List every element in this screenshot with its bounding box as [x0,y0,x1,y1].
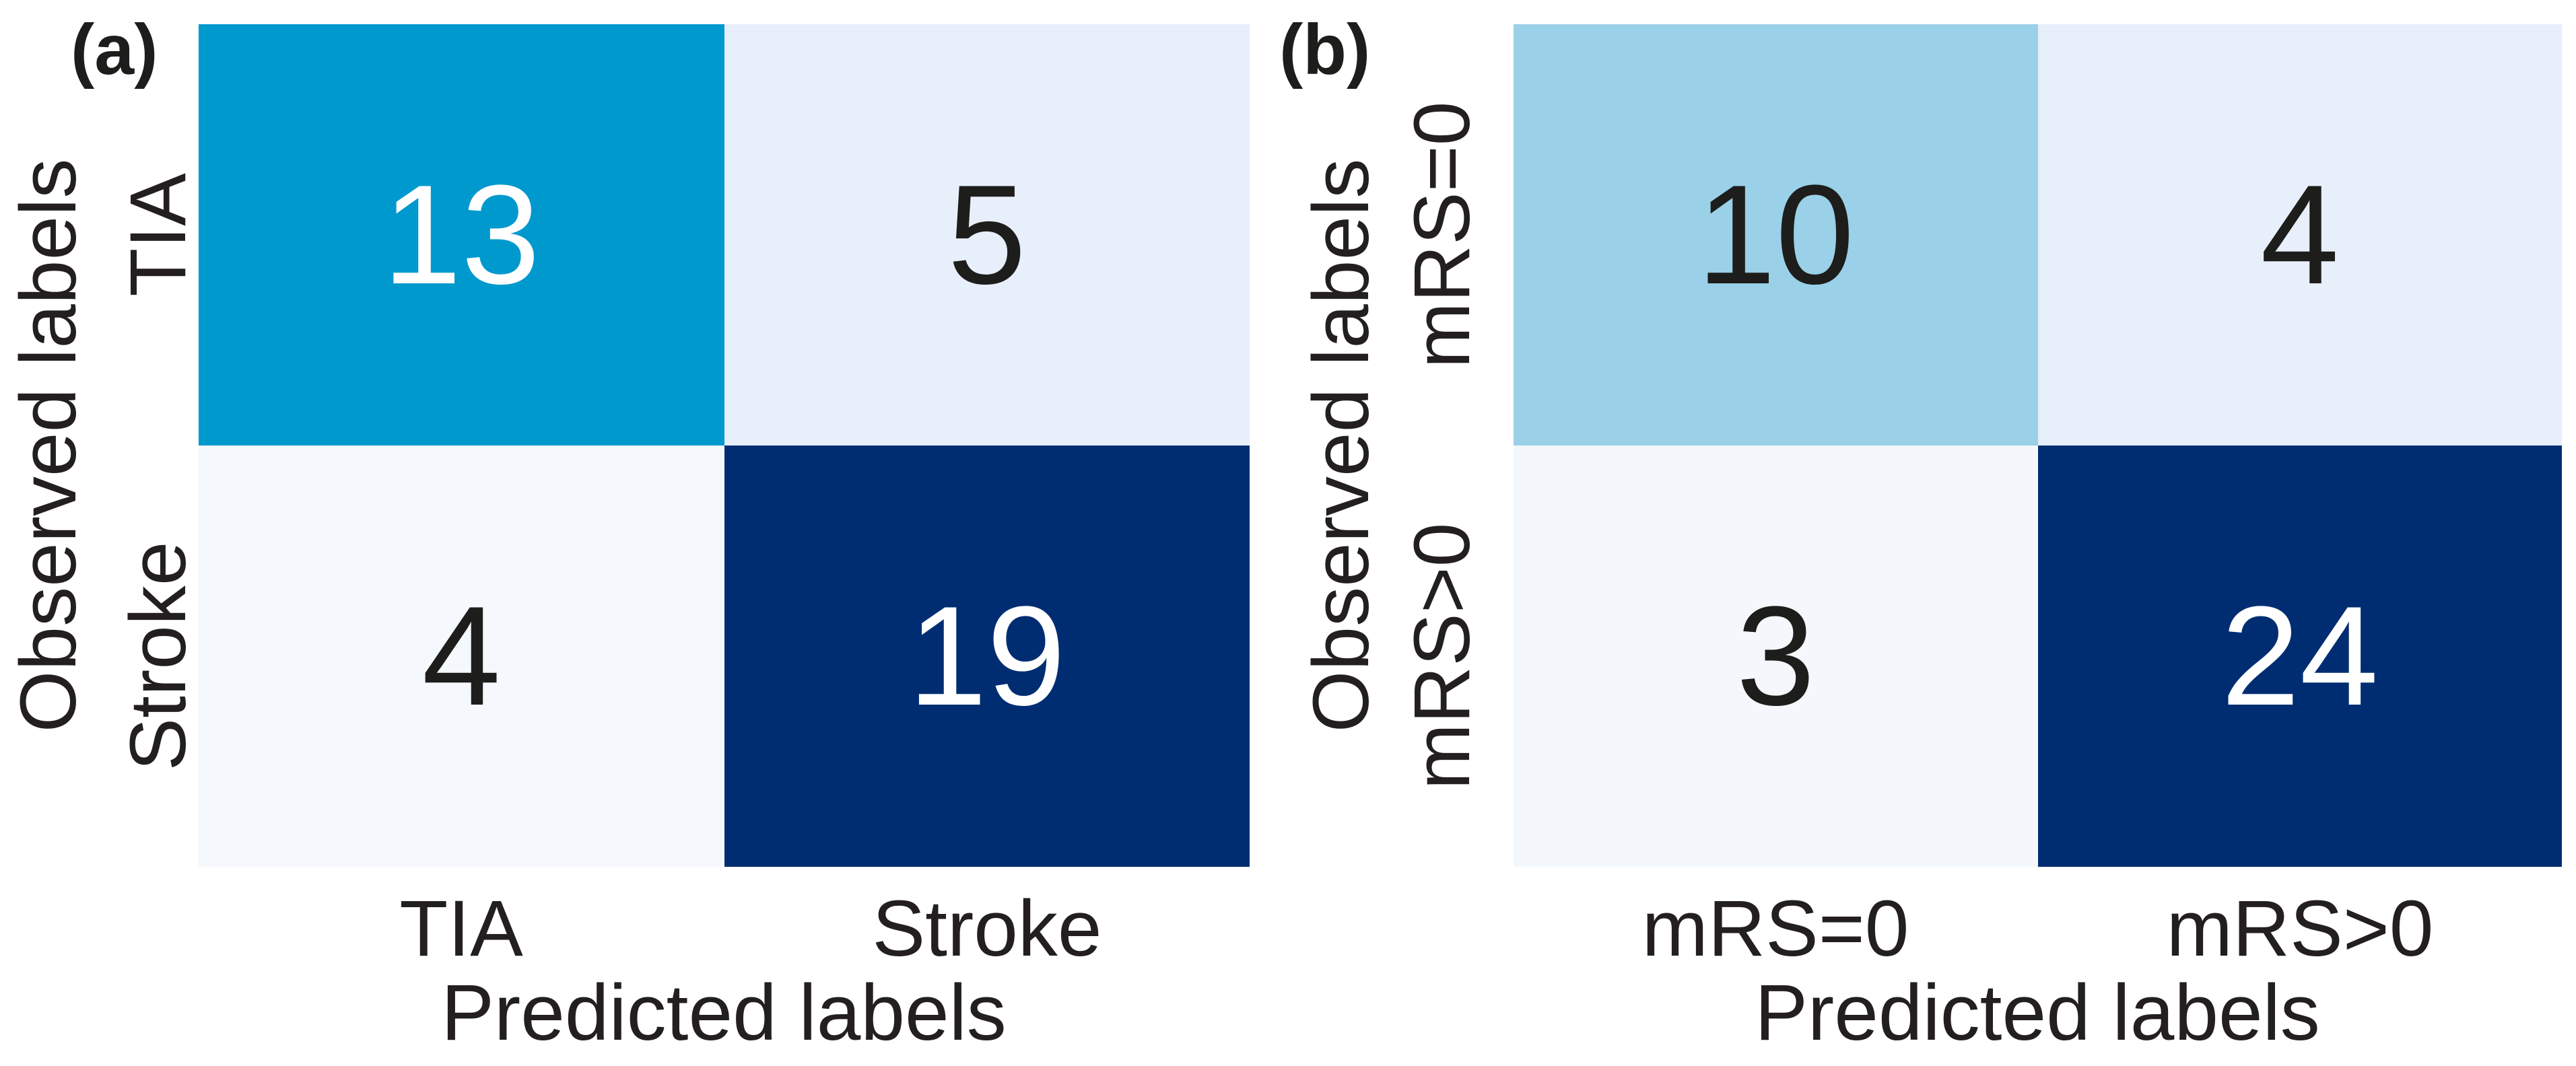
panel-a-x-axis-label: Predicted labels [441,968,1007,1057]
matrix-a-cell-r1c0: 4 [199,446,724,867]
panel-b-x-axis-label: Predicted labels [1755,968,2320,1057]
panel-b-y-tick-row0: mRS=0 [1398,101,1487,369]
panel-a-y-tick-row1: Stroke [114,541,203,771]
panel-a-label: (a) [71,10,158,90]
panel-a-x-tick-col0: TIA [399,884,523,973]
panel-b-y-tick-row1: mRS>0 [1398,522,1487,790]
panel-a-y-tick-row0: TIA [114,173,203,297]
matrix-a-cell-r0c1: 5 [724,24,1250,446]
matrix-a-cell-r1c1: 19 [724,446,1250,867]
panel-b-x-tick-col0: mRS=0 [1641,884,1909,973]
panel-b-x-tick-col1: mRS>0 [2166,884,2434,973]
confusion-matrix-b: 10 4 3 24 [1514,24,2562,867]
confusion-matrix-a: 13 5 4 19 [199,24,1250,867]
panel-b-y-axis-label: Observed labels [1297,158,1386,733]
matrix-b-cell-r1c1: 24 [2037,446,2562,867]
matrix-b-cell-r0c1: 4 [2037,24,2562,446]
panel-b-label: (b) [1279,10,1371,90]
panel-a-x-tick-col1: Stroke [872,884,1102,973]
matrix-b-cell-r0c0: 10 [1514,24,2038,446]
panel-a-y-axis-label: Observed labels [4,158,93,733]
matrix-a-cell-r0c0: 13 [199,24,724,446]
matrix-b-cell-r1c0: 3 [1514,446,2038,867]
